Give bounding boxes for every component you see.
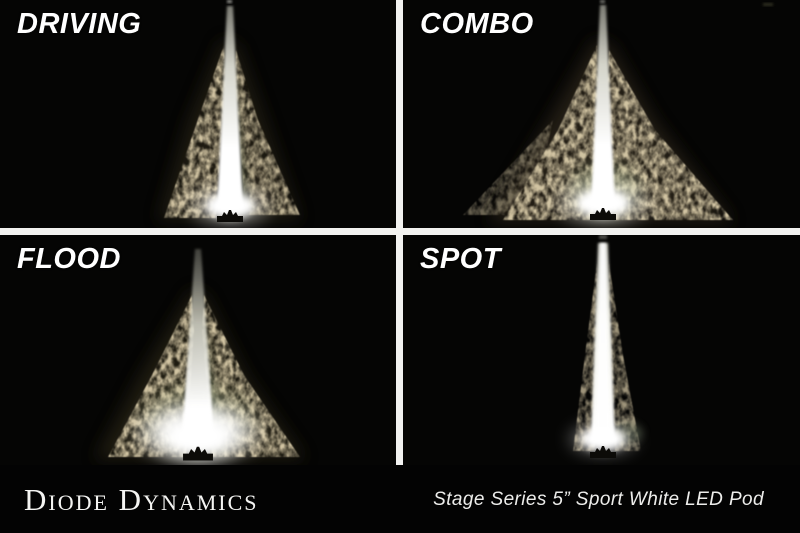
bottom-glow xyxy=(577,189,629,217)
bottom-glow xyxy=(172,424,224,450)
distant-speck xyxy=(600,0,605,3)
distant-speck xyxy=(227,0,232,3)
panel-driving: DRIVING xyxy=(0,0,396,228)
distant-speck-right xyxy=(763,3,773,6)
bottom-glow xyxy=(581,427,625,451)
driving-beam-photo xyxy=(0,0,396,228)
side-spill-right xyxy=(607,50,733,220)
panel-label-driving: DRIVING xyxy=(17,8,142,40)
panel-combo: COMBO xyxy=(403,0,800,228)
brand-logo-text: Diode Dynamics xyxy=(24,481,259,517)
side-spill-right xyxy=(234,50,300,215)
panel-flood: FLOOD xyxy=(0,235,396,465)
spot-beam-photo xyxy=(403,235,800,465)
side-spill-left xyxy=(164,45,226,218)
beam xyxy=(182,249,214,437)
panel-label-spot: SPOT xyxy=(420,243,501,275)
caption-bar: Diode Dynamics Stage Series 5” Sport Whi… xyxy=(0,465,800,533)
led-pod-silhouette xyxy=(183,446,213,461)
photo-grid: DRIVING COMBO xyxy=(0,0,800,465)
led-pod-silhouette xyxy=(590,208,616,220)
combo-beam-photo xyxy=(403,0,800,228)
flood-beam-photo xyxy=(0,235,396,465)
product-caption: Stage Series 5” Sport White LED Pod xyxy=(433,488,764,510)
beam-core xyxy=(596,243,610,439)
side-spill-far-left xyxy=(463,120,553,215)
panel-spot: SPOT xyxy=(403,235,800,465)
side-spill-left xyxy=(503,45,599,220)
led-pod-silhouette xyxy=(590,446,616,458)
distant-speck xyxy=(599,235,607,239)
panel-label-flood: FLOOD xyxy=(17,243,121,275)
bottom-glow xyxy=(206,193,254,219)
led-pod-silhouette xyxy=(217,210,243,222)
panel-label-combo: COMBO xyxy=(420,8,534,40)
beam xyxy=(217,6,243,208)
beam xyxy=(591,5,615,205)
side-spill-right xyxy=(607,263,641,451)
